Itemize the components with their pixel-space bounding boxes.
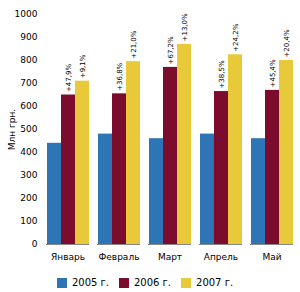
svg-text:Январь: Январь — [51, 252, 85, 262]
svg-text:100: 100 — [20, 216, 37, 226]
svg-text:+45,4%: +45,4% — [269, 59, 277, 87]
svg-text:400: 400 — [20, 147, 37, 157]
svg-text:Млн грн.: Млн грн. — [7, 109, 17, 150]
svg-text:600: 600 — [20, 101, 37, 111]
svg-text:+20,4%: +20,4% — [283, 29, 291, 57]
html-text:2005 г.: 2005 г. — [71, 277, 109, 288]
svg-text:+36,8%: +36,8% — [116, 62, 124, 90]
html-text:2007 г.: 2007 г. — [196, 277, 234, 288]
svg-text:0: 0 — [32, 239, 38, 249]
svg-text:+21,0%: +21,0% — [130, 30, 138, 58]
svg-text:800: 800 — [20, 55, 37, 65]
svg-text:+67,2%: +67,2% — [167, 36, 175, 64]
svg-text:+24,2%: +24,2% — [232, 23, 240, 51]
svg-text:Апрель: Апрель — [204, 252, 238, 262]
svg-text:+38,5%: +38,5% — [218, 60, 226, 88]
svg-text:Февраль: Февраль — [99, 252, 140, 262]
svg-text:1000: 1000 — [15, 9, 38, 19]
svg-text:+47,9%: +47,9% — [65, 64, 73, 92]
html-text:2006 г.: 2006 г. — [134, 277, 171, 288]
svg-text:200: 200 — [20, 193, 37, 203]
svg-text:+13,0%: +13,0% — [181, 13, 189, 41]
svg-text:900: 900 — [20, 32, 37, 42]
svg-text:700: 700 — [20, 78, 37, 88]
svg-text:Май: Май — [262, 252, 281, 262]
svg-text:+9,1%: +9,1% — [79, 54, 87, 78]
svg-text:500: 500 — [20, 124, 37, 134]
svg-text:300: 300 — [20, 170, 37, 180]
svg-text:Март: Март — [158, 252, 182, 262]
